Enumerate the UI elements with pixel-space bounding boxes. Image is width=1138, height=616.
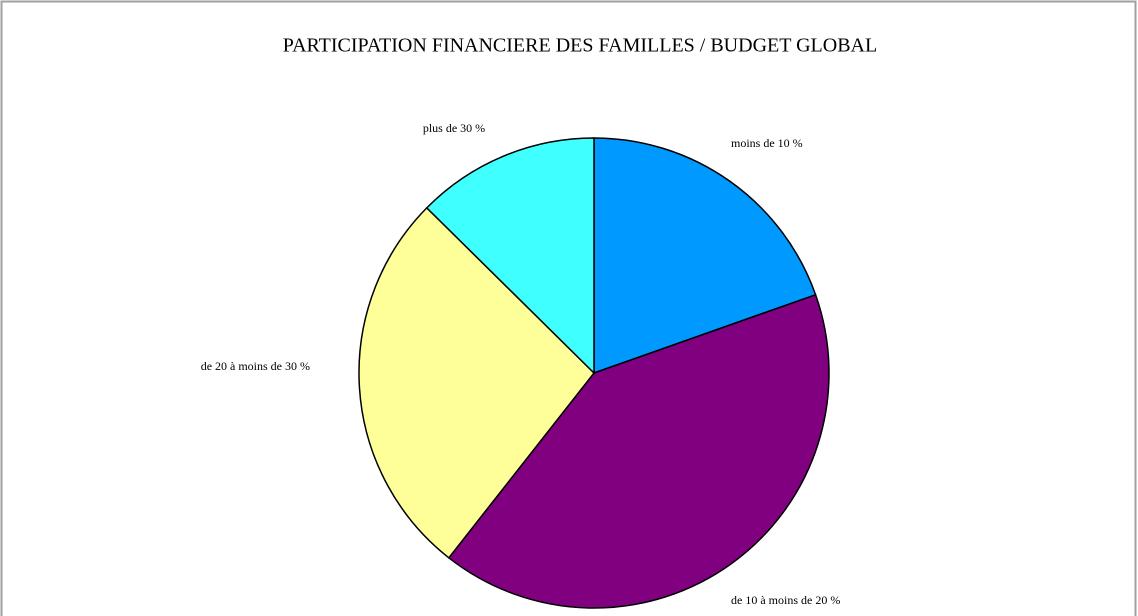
pie-slice (358, 206, 596, 559)
pie-slice (447, 293, 830, 609)
pie-slice (425, 137, 595, 375)
slice-label: plus de 30 % (423, 121, 485, 135)
pie (358, 137, 830, 609)
chart-title: PARTICIPATION FINANCIERE DES FAMILLES / … (283, 35, 877, 57)
slice-label: de 10 à moins de 20 % (731, 593, 840, 607)
slice-label: moins de 10 % (731, 136, 803, 150)
slice-label: de 20 à moins de 30 % (201, 359, 310, 373)
